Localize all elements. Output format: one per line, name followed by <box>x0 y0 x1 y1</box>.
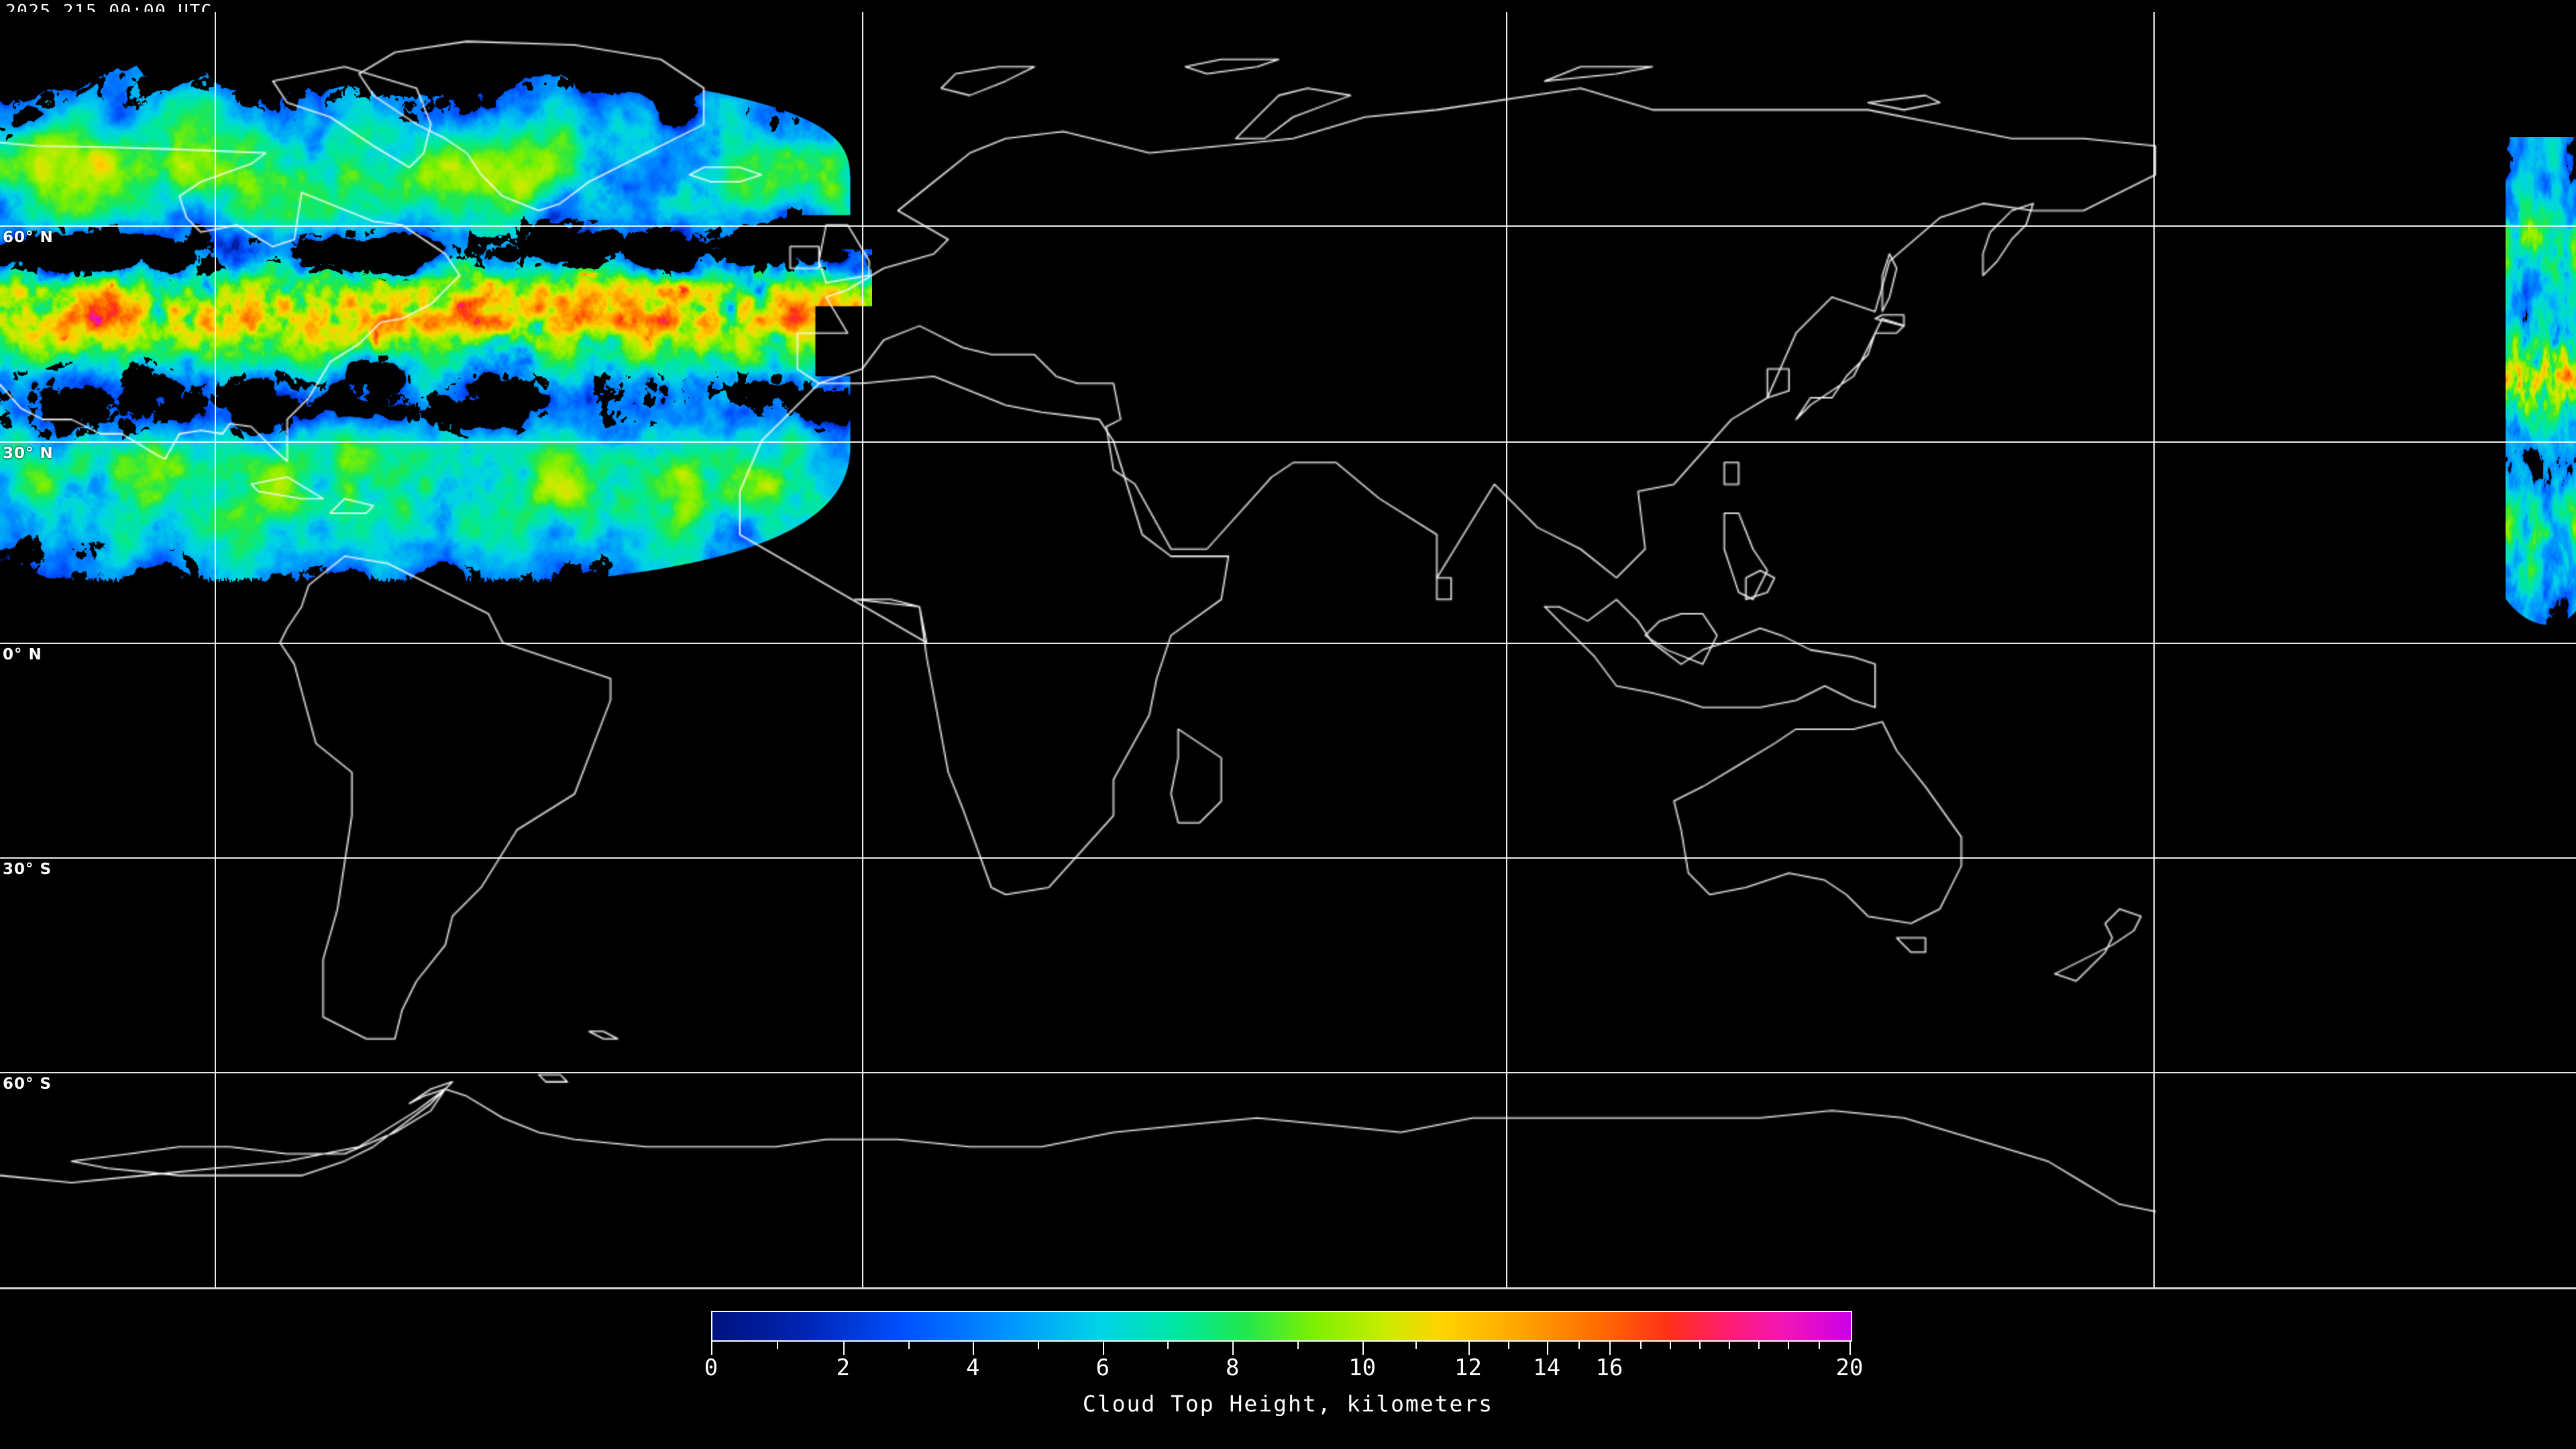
colorbar-gradient <box>711 1311 1852 1342</box>
colorbar-minor-tick <box>1640 1342 1642 1349</box>
colorbar-tick-label: 20 <box>1835 1354 1864 1381</box>
colorbar-major-tick <box>1102 1342 1104 1355</box>
colorbar-tick-label: 8 <box>1225 1354 1240 1381</box>
colorbar-minor-tick <box>1507 1342 1509 1349</box>
colorbar-minor-tick <box>1699 1342 1701 1349</box>
colorbar-tick-label: 10 <box>1348 1354 1377 1381</box>
colorbar-minor-tick <box>1758 1342 1760 1349</box>
gridline-lon-0 <box>862 12 863 1289</box>
colorbar-major-tick <box>843 1342 845 1355</box>
coastline-overlay <box>0 12 2576 1289</box>
gridline-lat-30s <box>0 857 2576 859</box>
gridline-lon-90e <box>1506 12 1507 1289</box>
colorbar-major-tick <box>1609 1342 1611 1355</box>
colorbar-major-tick <box>1232 1342 1234 1355</box>
colorbar-minor-tick <box>1819 1342 1821 1349</box>
colorbar-minor-tick <box>1167 1342 1169 1349</box>
world-map: 60° N 30° N 0° N 30° S 60° S <box>0 12 2576 1289</box>
colorbar-minor-tick <box>1297 1342 1299 1349</box>
colorbar-minor-tick <box>1578 1342 1580 1349</box>
colorbar-major-tick <box>1468 1342 1470 1355</box>
colorbar-minor-tick <box>908 1342 910 1349</box>
map-inner: 60° N 30° N 0° N 30° S 60° S <box>0 12 2576 1289</box>
gridline-lon-180 <box>2153 12 2155 1289</box>
gridline-lat-30n <box>0 441 2576 443</box>
colorbar-minor-tick <box>1038 1342 1040 1349</box>
lat-label-30n: 30° N <box>3 445 54 462</box>
lat-label-60s: 60° S <box>3 1075 52 1093</box>
colorbar-tick-label: 16 <box>1595 1354 1623 1381</box>
lat-label-60n: 60° N <box>3 229 54 246</box>
colorbar-minor-tick <box>1669 1342 1671 1349</box>
gridline-lat-0 <box>0 643 2576 644</box>
gridline-lat-60s <box>0 1072 2576 1073</box>
colorbar-minor-tick <box>777 1342 779 1349</box>
colorbar-tick-labels: 0 2 4 6 8 10 12 14 16 20 <box>0 1355 2576 1382</box>
colorbar-minor-tick <box>1788 1342 1790 1349</box>
colorbar-title: Cloud Top Height, kilometers <box>1082 1391 1494 1417</box>
colorbar-tick-label: 6 <box>1095 1354 1110 1381</box>
lat-label-0: 0° N <box>3 646 42 663</box>
colorbar-tick-label: 4 <box>966 1354 980 1381</box>
colorbar-ticks <box>711 1342 1851 1356</box>
gridline-lon-90w <box>215 12 216 1289</box>
colorbar-panel: 0 2 4 6 8 10 12 14 16 20 Cloud Top Height, kilome… <box>0 1289 2576 1449</box>
colorbar-tick-label: 0 <box>704 1354 718 1381</box>
colorbar-major-tick <box>973 1342 975 1355</box>
colorbar-major-tick <box>1362 1342 1364 1355</box>
colorbar-major-tick <box>1849 1342 1851 1355</box>
colorbar-major-tick <box>711 1342 712 1355</box>
gridline-lat-60n <box>0 225 2576 227</box>
colorbar-minor-tick <box>1729 1342 1731 1349</box>
colorbar-tick-label: 14 <box>1533 1354 1561 1381</box>
colorbar-tick-label: 12 <box>1454 1354 1482 1381</box>
colorbar-major-tick <box>1546 1342 1548 1355</box>
lat-label-30s: 30° S <box>3 861 52 878</box>
colorbar-minor-tick <box>1415 1342 1417 1349</box>
colorbar-tick-label: 2 <box>836 1354 851 1381</box>
